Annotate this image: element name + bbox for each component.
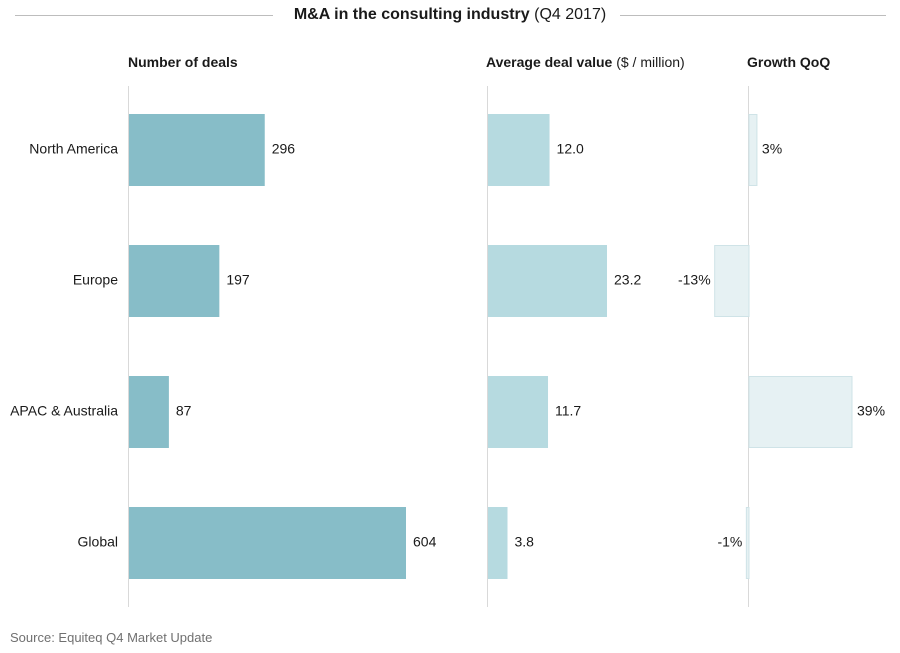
deals-bar <box>129 114 265 186</box>
deals-data-label: 87 <box>176 403 192 419</box>
deals-bar <box>129 245 220 317</box>
growth-bar <box>745 507 750 579</box>
value-data-label: 3.8 <box>514 534 534 550</box>
value-bar <box>488 114 550 186</box>
deals-data-label: 296 <box>272 141 296 157</box>
title-rule-left <box>15 15 273 16</box>
category-label: Global <box>78 534 118 550</box>
value-bar <box>488 507 508 579</box>
deals-bar <box>129 507 406 579</box>
source-note: Source: Equiteq Q4 Market Update <box>10 630 213 645</box>
growth-bar <box>748 376 853 448</box>
header-growth-qoq: Growth QoQ <box>747 54 831 70</box>
value-bar <box>488 245 607 317</box>
category-label: APAC & Australia <box>10 403 118 419</box>
title-period: (Q4 2017) <box>534 6 607 23</box>
header-average-deal-value: Average deal value ($ / million) <box>486 54 685 70</box>
growth-data-label: 3% <box>762 141 782 157</box>
title-rule-right <box>620 15 886 16</box>
header-value-unit: ($ / million) <box>616 54 685 70</box>
deals-data-label: 197 <box>226 272 250 288</box>
growth-data-label: -1% <box>717 534 742 550</box>
value-data-label: 11.7 <box>555 403 581 419</box>
value-bar <box>488 376 549 448</box>
header-number-of-deals: Number of deals <box>128 54 238 70</box>
value-data-label: 23.2 <box>614 272 641 288</box>
chart-title: M&A in the consulting industry (Q4 2017) <box>0 0 900 34</box>
header-value-bold: Average deal value <box>486 54 613 70</box>
growth-data-label: -13% <box>678 272 711 288</box>
value-data-label: 12.0 <box>557 141 584 157</box>
growth-data-label: 39% <box>857 403 885 419</box>
growth-bar <box>714 245 750 317</box>
growth-bar <box>748 114 758 186</box>
title-text: M&A in the consulting industry (Q4 2017) <box>0 6 900 24</box>
category-label: Europe <box>73 272 118 288</box>
category-label: North America <box>29 141 118 157</box>
deals-data-label: 604 <box>413 534 437 550</box>
deals-bar <box>129 376 169 448</box>
title-main: M&A in the consulting industry <box>293 6 530 23</box>
